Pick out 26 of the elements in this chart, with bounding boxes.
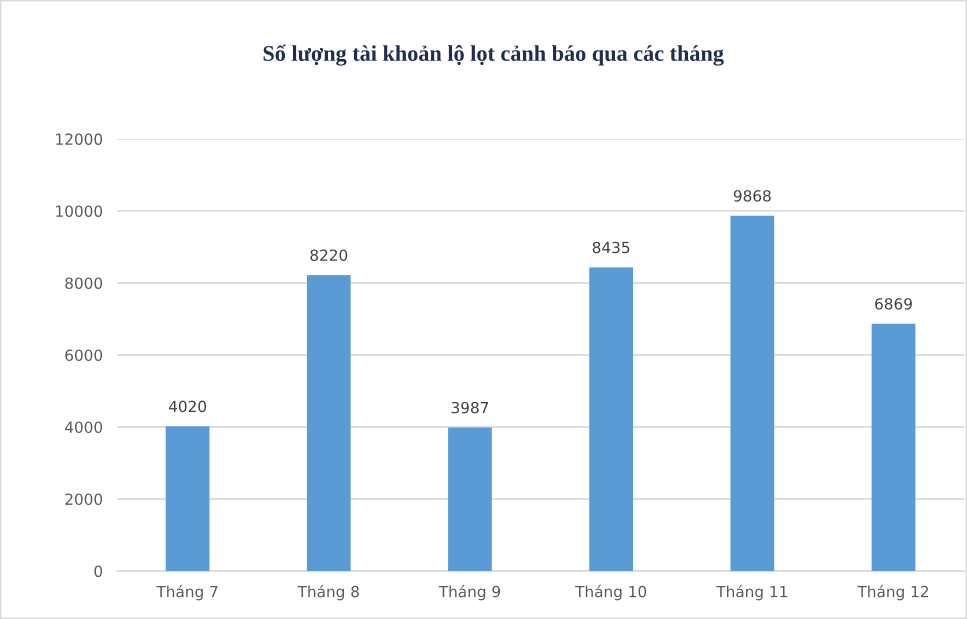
y-tick-label: 10000 <box>56 205 102 217</box>
x-tick-label: Tháng 7 <box>156 584 218 600</box>
bar <box>730 216 774 572</box>
chart-title: Số lượng tài khoản lộ lọt cảnh báo qua các tháng <box>264 44 724 66</box>
x-tick-label: Tháng 12 <box>857 584 928 600</box>
x-tick-label: Tháng 10 <box>575 584 646 600</box>
bar <box>306 275 351 572</box>
data-label: 3987 <box>452 402 488 414</box>
y-tick-label: 8000 <box>65 277 102 290</box>
bar <box>448 427 492 572</box>
bar <box>166 426 210 572</box>
y-tick-label: 12000 <box>56 133 102 145</box>
x-tick-label: Tháng 11 <box>716 584 787 600</box>
data-label: 9868 <box>734 190 771 202</box>
y-tick-label: 4000 <box>64 421 102 434</box>
data-label: 8435 <box>592 242 630 254</box>
x-tick-label: Tháng 8 <box>298 584 359 600</box>
y-tick-label: 2000 <box>65 493 102 506</box>
data-label: 6869 <box>875 298 912 310</box>
x-tick-label: Tháng 9 <box>438 584 500 600</box>
bar <box>589 267 634 572</box>
y-tick-label: 6000 <box>65 349 102 362</box>
y-tick-label: 0 <box>94 565 102 578</box>
bar <box>872 324 916 572</box>
data-label: 8220 <box>310 249 348 261</box>
data-label: 4020 <box>168 400 206 412</box>
